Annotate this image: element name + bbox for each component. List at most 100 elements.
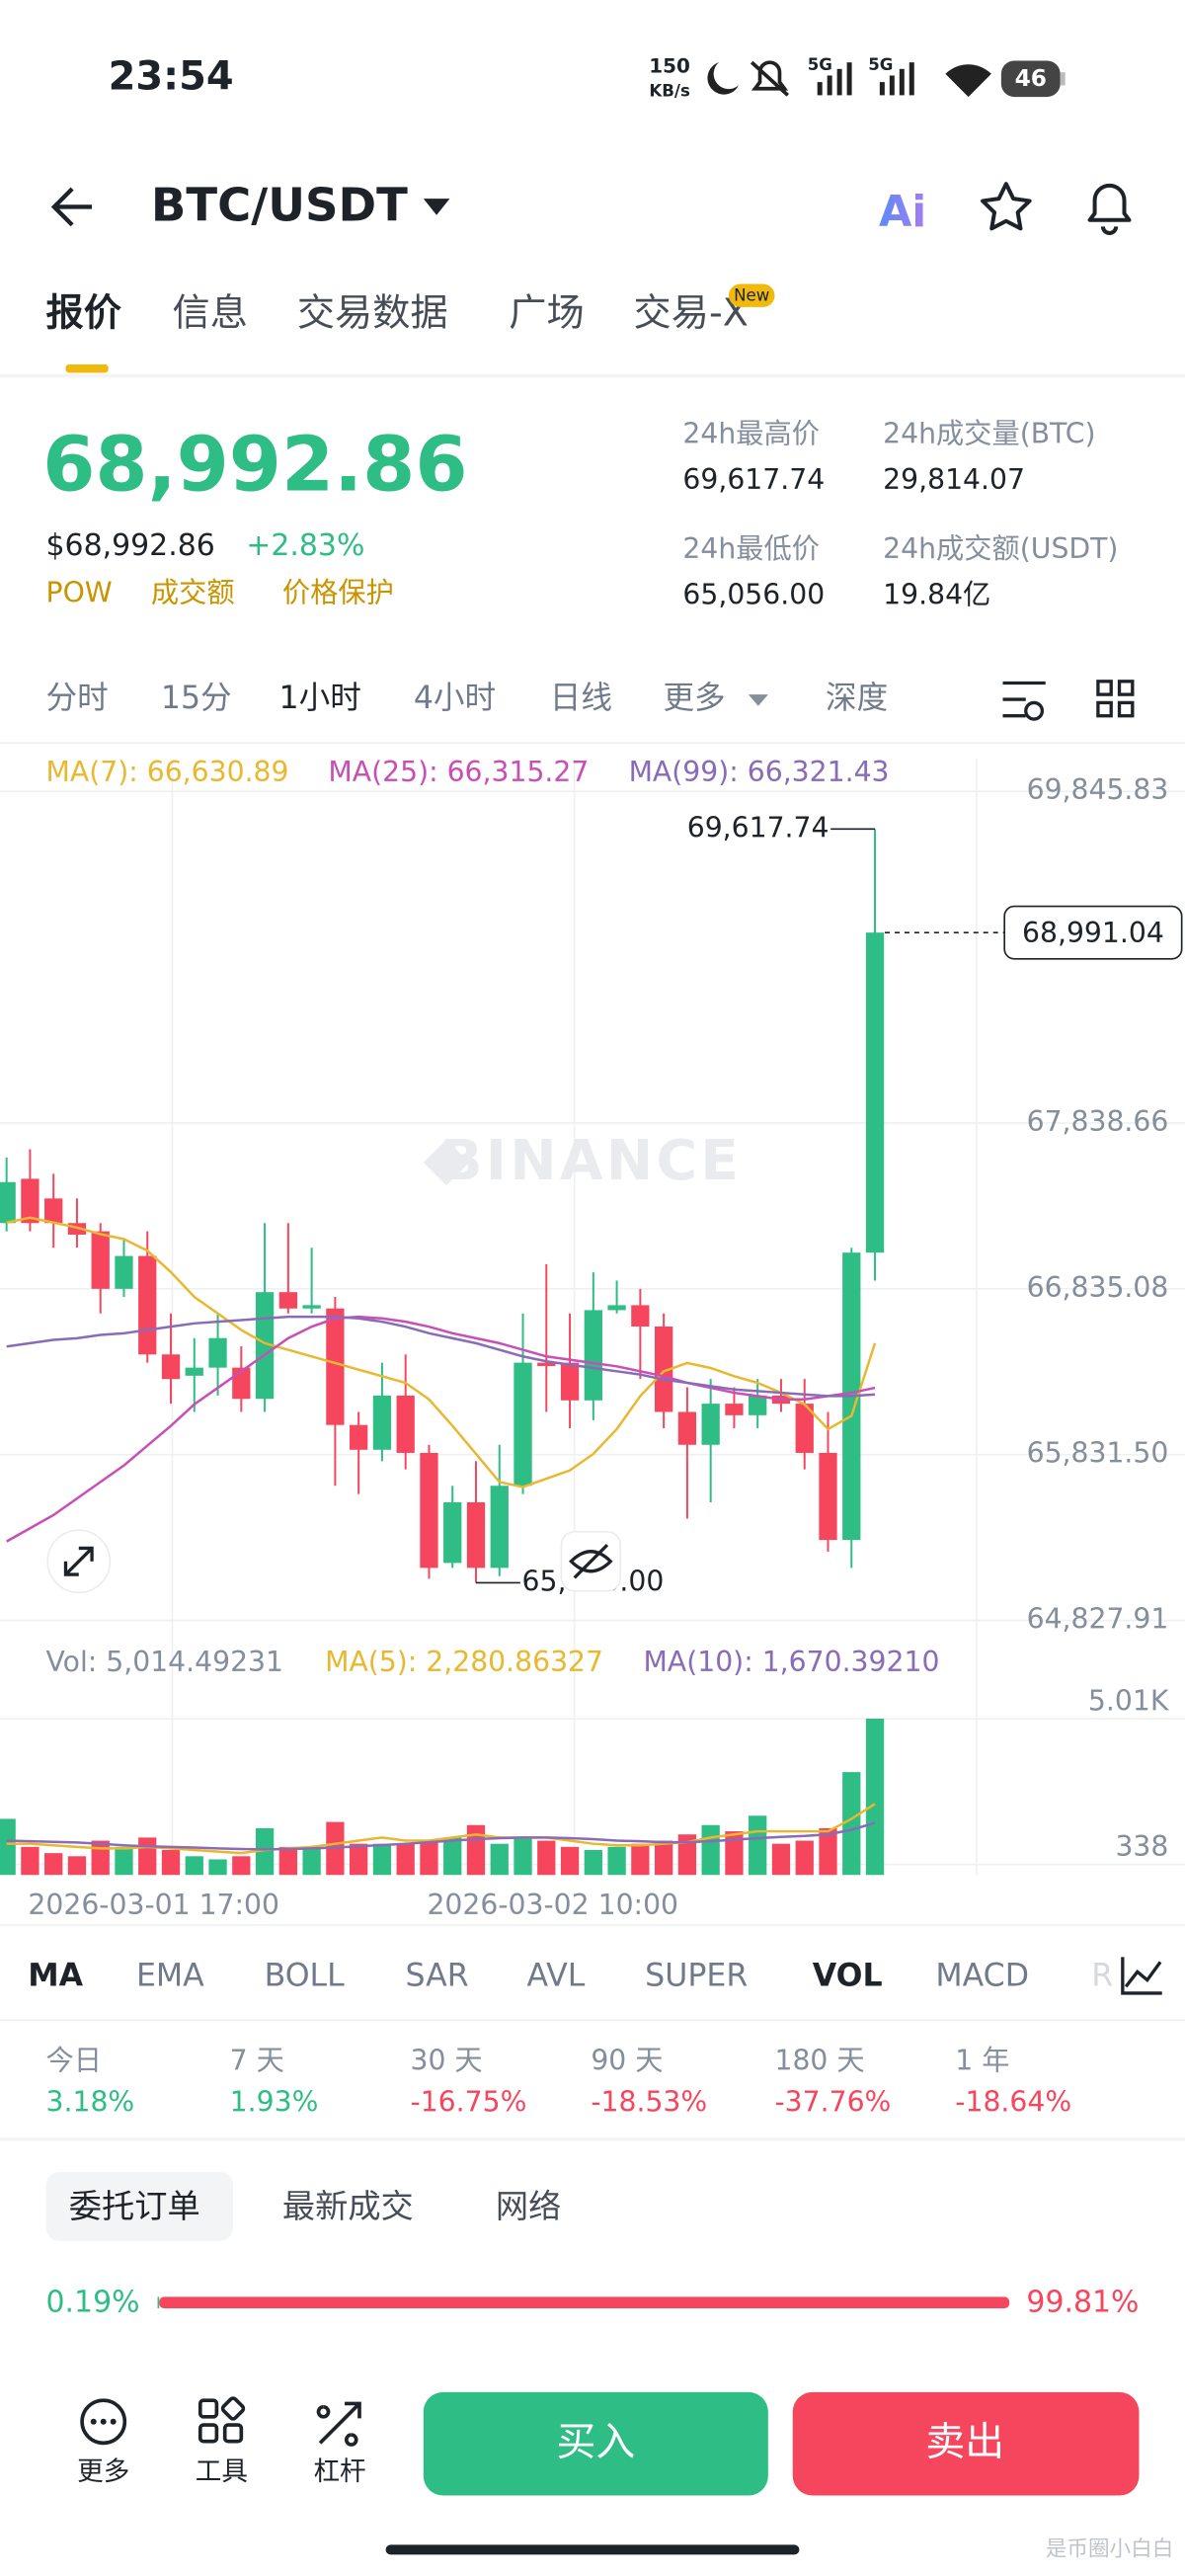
last-price-box — [1003, 905, 1183, 960]
last-price-label: 68,991.04 — [1022, 917, 1164, 949]
signal-label: 5G — [868, 55, 893, 74]
back-button[interactable] — [50, 187, 93, 227]
pair-title[interactable]: BTC/USDT — [151, 179, 408, 232]
interval[interactable]: 分时 — [46, 681, 109, 716]
y-tick-label: 69,845.83 — [1027, 773, 1169, 806]
indicator-tab[interactable]: MACD — [935, 1958, 1029, 1993]
order-tab[interactable]: 委托订单 — [69, 2187, 200, 2225]
tab[interactable]: 交易数据 — [297, 292, 448, 336]
stat-value: 65,056.00 — [682, 578, 825, 610]
net-speed: 150 — [649, 54, 690, 78]
divider — [0, 2137, 1185, 2141]
candle-body — [21, 1178, 40, 1224]
indicator-tab[interactable]: SAR — [406, 1958, 469, 1993]
volume-bar — [560, 1846, 580, 1876]
tab-pill — [45, 2172, 234, 2241]
volume-bar — [44, 1853, 63, 1876]
interval[interactable]: 1小时 — [279, 681, 361, 716]
volume-bar — [255, 1827, 275, 1876]
interval[interactable]: 日线 — [550, 681, 612, 716]
ma-line — [6, 1315, 876, 1543]
volume-bar — [208, 1859, 227, 1876]
stat-label: 24h成交额(USDT) — [883, 532, 1118, 565]
order-tab[interactable]: 网络 — [496, 2187, 561, 2225]
candle-body — [749, 1395, 767, 1415]
tools-icon[interactable] — [198, 2396, 246, 2444]
indicator-tab[interactable]: VOL — [813, 1958, 883, 1993]
candle-body — [278, 1292, 297, 1309]
tab[interactable]: 广场 — [509, 292, 584, 336]
favorite-button[interactable] — [981, 182, 1032, 231]
period-label: 7 天 — [230, 2045, 284, 2077]
more-dots — [90, 2418, 117, 2425]
interval[interactable]: 4小时 — [414, 681, 496, 716]
vol-tick-label: 338 — [1115, 1830, 1168, 1863]
candle-body — [514, 1362, 532, 1487]
candle-body — [701, 1404, 720, 1445]
more-icon[interactable] — [80, 2398, 127, 2446]
ma-legend: MA(99): 66,321.43 — [629, 756, 890, 788]
candle-body — [0, 1181, 16, 1224]
ai-button[interactable]: Ai — [879, 188, 926, 237]
volume-bar — [185, 1856, 203, 1876]
indicator-tab[interactable]: EMA — [136, 1958, 204, 1993]
indicator-tab[interactable]: SUPER — [645, 1958, 748, 1993]
sell-ratio — [159, 2296, 1010, 2309]
signal-icon — [817, 62, 852, 96]
alert-button[interactable] — [1087, 183, 1132, 236]
indicator-tab[interactable]: MA — [28, 1958, 83, 1993]
interval[interactable]: 15分 — [161, 681, 232, 716]
order-tab[interactable]: 最新成交 — [282, 2187, 414, 2225]
more-dropdown[interactable] — [748, 694, 768, 706]
tab[interactable]: 交易-X — [634, 292, 749, 336]
indicator-settings[interactable] — [1121, 1957, 1162, 1995]
divider — [0, 1924, 1185, 1926]
indicator-tab[interactable]: R — [1091, 1958, 1113, 1993]
volume-bar — [21, 1846, 40, 1876]
ma-line — [6, 1821, 876, 1851]
candle-body — [420, 1452, 438, 1569]
divider — [0, 373, 1185, 378]
period-value: -16.75% — [411, 2085, 527, 2118]
stats: 24h最高价 69,617.74 24h成交量(BTC) 29,814.07 24h最低… — [682, 417, 1118, 610]
battery-tip — [1060, 72, 1066, 86]
new-badge — [728, 283, 775, 307]
moon-icon — [707, 62, 739, 95]
interval[interactable]: 更多 — [663, 681, 725, 716]
volume-bar — [138, 1837, 157, 1876]
home-indicator — [385, 2544, 800, 2555]
candle-body — [91, 1231, 110, 1289]
volume-bar — [115, 1846, 133, 1876]
sell-button[interactable] — [792, 2391, 1140, 2496]
indicator-tab[interactable]: AVL — [527, 1958, 586, 1993]
tool-label: 工具 — [196, 2456, 248, 2487]
layout-button[interactable] — [1096, 680, 1135, 718]
candle-body — [302, 1305, 321, 1309]
chart-settings-button[interactable] — [1002, 681, 1046, 721]
candle-body — [67, 1223, 87, 1235]
tab[interactable]: 报价 — [46, 292, 122, 336]
legend: MA(7): 66,630.89 MA(25): 66,315.27 MA(99):… — [46, 756, 940, 1678]
tag: POW — [46, 577, 113, 609]
leverage-icon[interactable] — [316, 2401, 361, 2447]
volume-bar — [725, 1831, 744, 1876]
period-label: 30 天 — [411, 2045, 483, 2077]
indicator-tab[interactable]: BOLL — [265, 1958, 346, 1993]
volume-bar — [607, 1846, 626, 1876]
ma-line — [6, 1216, 877, 1489]
volume-bar — [631, 1843, 650, 1876]
tab[interactable]: 信息 — [173, 292, 248, 336]
x-tick-label: 2026-03-01 17:00 — [28, 1889, 279, 1921]
pair-dropdown[interactable] — [423, 199, 450, 215]
signal-icon — [879, 62, 914, 96]
vol-ma-legend: MA(5): 2,280.86327 — [325, 1646, 603, 1678]
divider — [0, 2019, 1185, 2022]
fiat-price: $68,992.86 — [46, 528, 215, 563]
order-tabs: 委托订单 最新成交 网络 — [69, 2187, 562, 2225]
volume-bar — [0, 1818, 16, 1876]
stat-label: 24h最高价 — [682, 417, 820, 449]
period-value: -37.76% — [774, 2085, 891, 2118]
buy-button[interactable] — [423, 2391, 768, 2496]
interval[interactable]: 深度 — [826, 681, 888, 716]
tag: 成交额 — [151, 577, 235, 609]
